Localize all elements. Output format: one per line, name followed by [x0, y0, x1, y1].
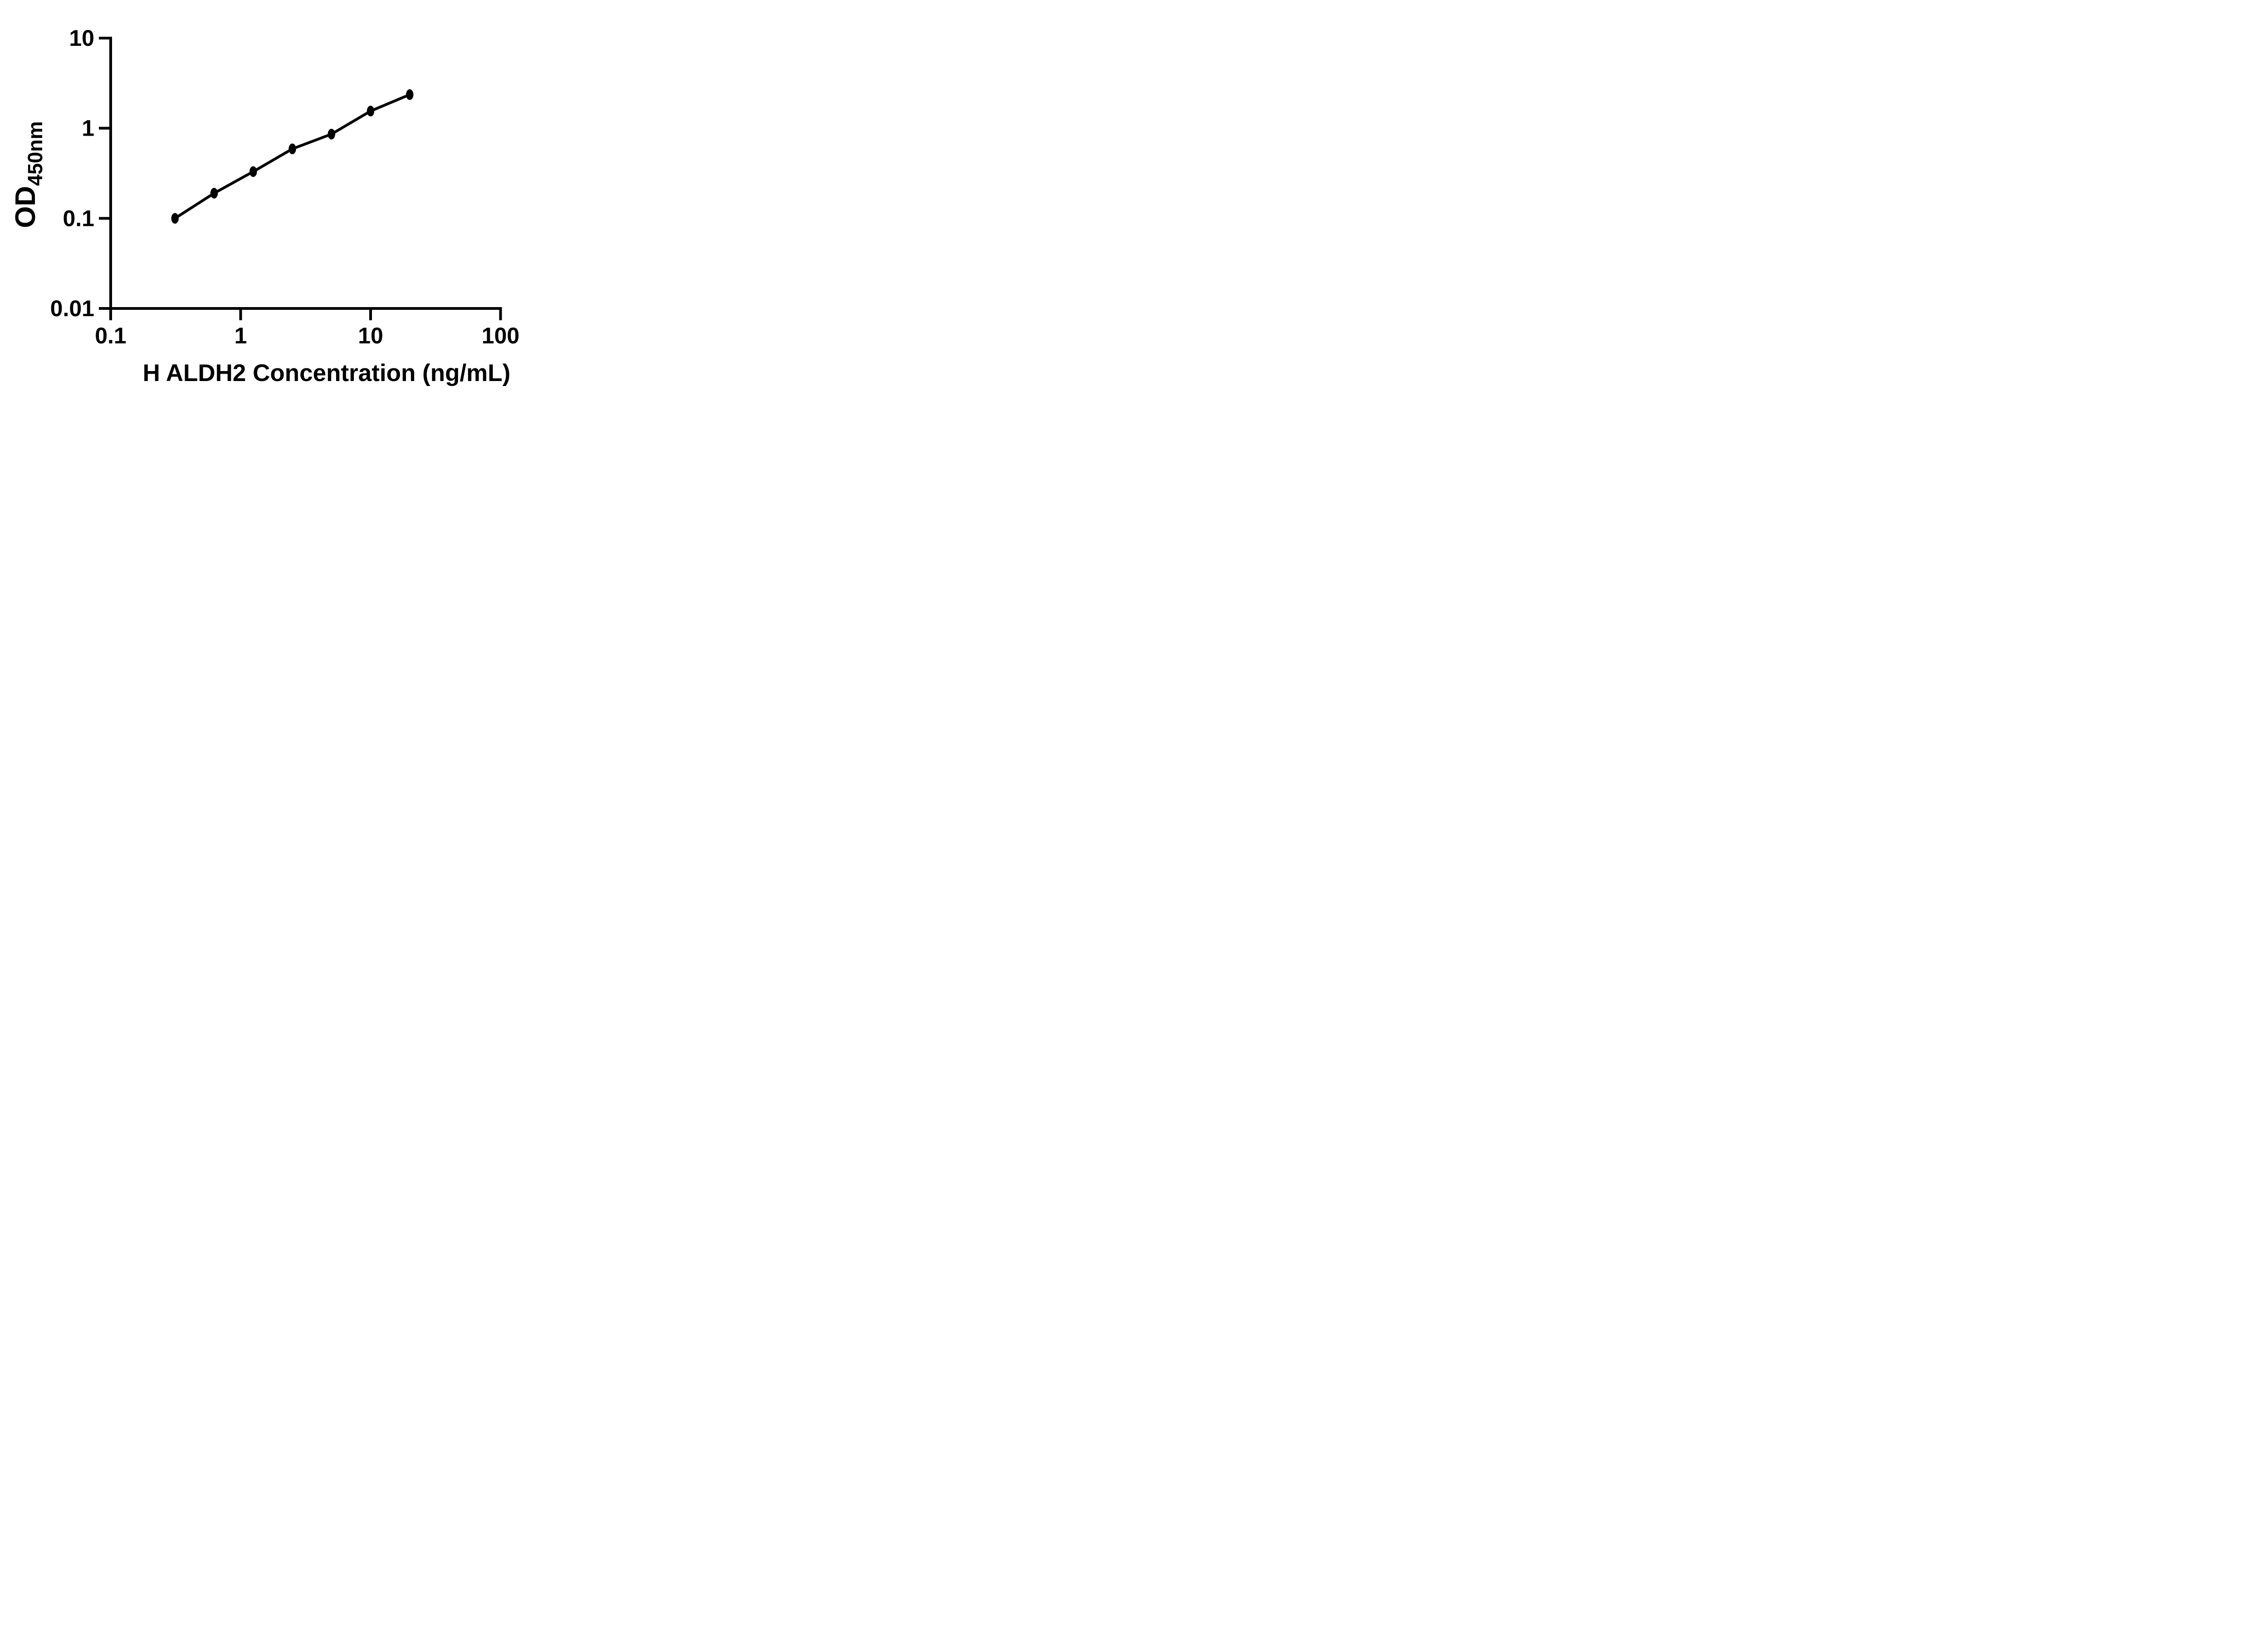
- data-point: [210, 188, 218, 199]
- data-point: [327, 128, 335, 140]
- y-axis-title: OD450nm: [10, 121, 47, 228]
- y-tick-label: 1: [82, 116, 94, 141]
- x-tick-label: 1: [235, 323, 247, 348]
- x-tick-label: 0.1: [95, 323, 127, 348]
- data-point: [249, 166, 257, 177]
- data-series: [171, 89, 414, 224]
- data-point: [171, 213, 179, 224]
- series-line: [174, 93, 411, 220]
- y-axis-title-main: OD: [10, 186, 41, 228]
- data-point: [367, 106, 375, 117]
- data-point: [406, 89, 414, 100]
- y-tick-label: 0.01: [50, 296, 94, 321]
- y-axis-title-subscript: 450nm: [24, 121, 47, 186]
- x-tick-label: 100: [482, 323, 519, 348]
- elisa-standard-curve-figure: 0.01 0.1 1 10 0.1 1 10 100 H ALDH2 Concentratio…: [0, 0, 583, 408]
- data-point: [288, 143, 296, 154]
- y-tick-label: 0.1: [63, 205, 94, 231]
- x-tick-label: 10: [358, 323, 383, 348]
- axes: [109, 37, 502, 310]
- axis-ticks: [99, 37, 502, 320]
- x-axis-title: H ALDH2 Concentration (ng/mL): [143, 360, 511, 386]
- y-tick-label: 10: [69, 25, 94, 51]
